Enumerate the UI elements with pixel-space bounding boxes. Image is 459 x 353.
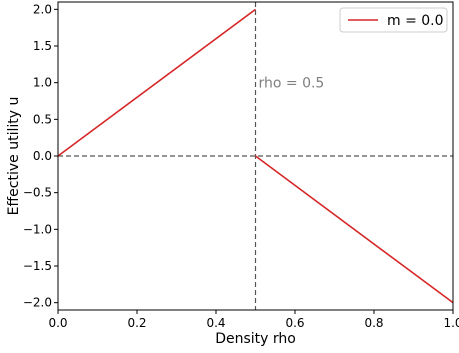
legend-box xyxy=(339,7,448,33)
y-tick-label: 2.0 xyxy=(33,2,52,16)
legend: m = 0.0 xyxy=(339,7,448,33)
y-tick-label: 1.5 xyxy=(33,39,52,53)
y-tick-label: −2.0 xyxy=(23,296,52,310)
annotation-rho: rho = 0.5 xyxy=(259,76,325,92)
x-tick-label: 0.2 xyxy=(127,316,146,330)
x-tick-label: 0.6 xyxy=(285,316,304,330)
y-tick-label: 0.5 xyxy=(33,112,52,126)
y-tick-label: −1.5 xyxy=(23,259,52,273)
x-tick-label: 0.8 xyxy=(364,316,383,330)
x-ticks: 0.0 0.2 0.4 0.6 0.8 1.0 xyxy=(48,310,459,330)
y-tick-label: −1.0 xyxy=(23,222,52,236)
x-axis-label: Density rho xyxy=(215,331,296,347)
x-tick-label: 0.4 xyxy=(206,316,225,330)
series-line-segment xyxy=(255,155,454,304)
y-tick-label: −0.5 xyxy=(23,186,52,200)
series-layer xyxy=(57,8,454,304)
y-tick-label: 1.0 xyxy=(33,76,52,90)
x-tick-label: 0.0 xyxy=(48,316,67,330)
y-ticks: −2.0 −1.5 −1.0 −0.5 0.0 0.5 1.0 1.5 2.0 xyxy=(23,2,58,310)
x-tick-label: 1.0 xyxy=(443,316,459,330)
y-tick-label: 0.0 xyxy=(33,149,52,163)
legend-label: m = 0.0 xyxy=(387,13,444,29)
series-line-segment xyxy=(57,8,256,157)
y-axis-label: Effective utility u xyxy=(6,97,22,216)
